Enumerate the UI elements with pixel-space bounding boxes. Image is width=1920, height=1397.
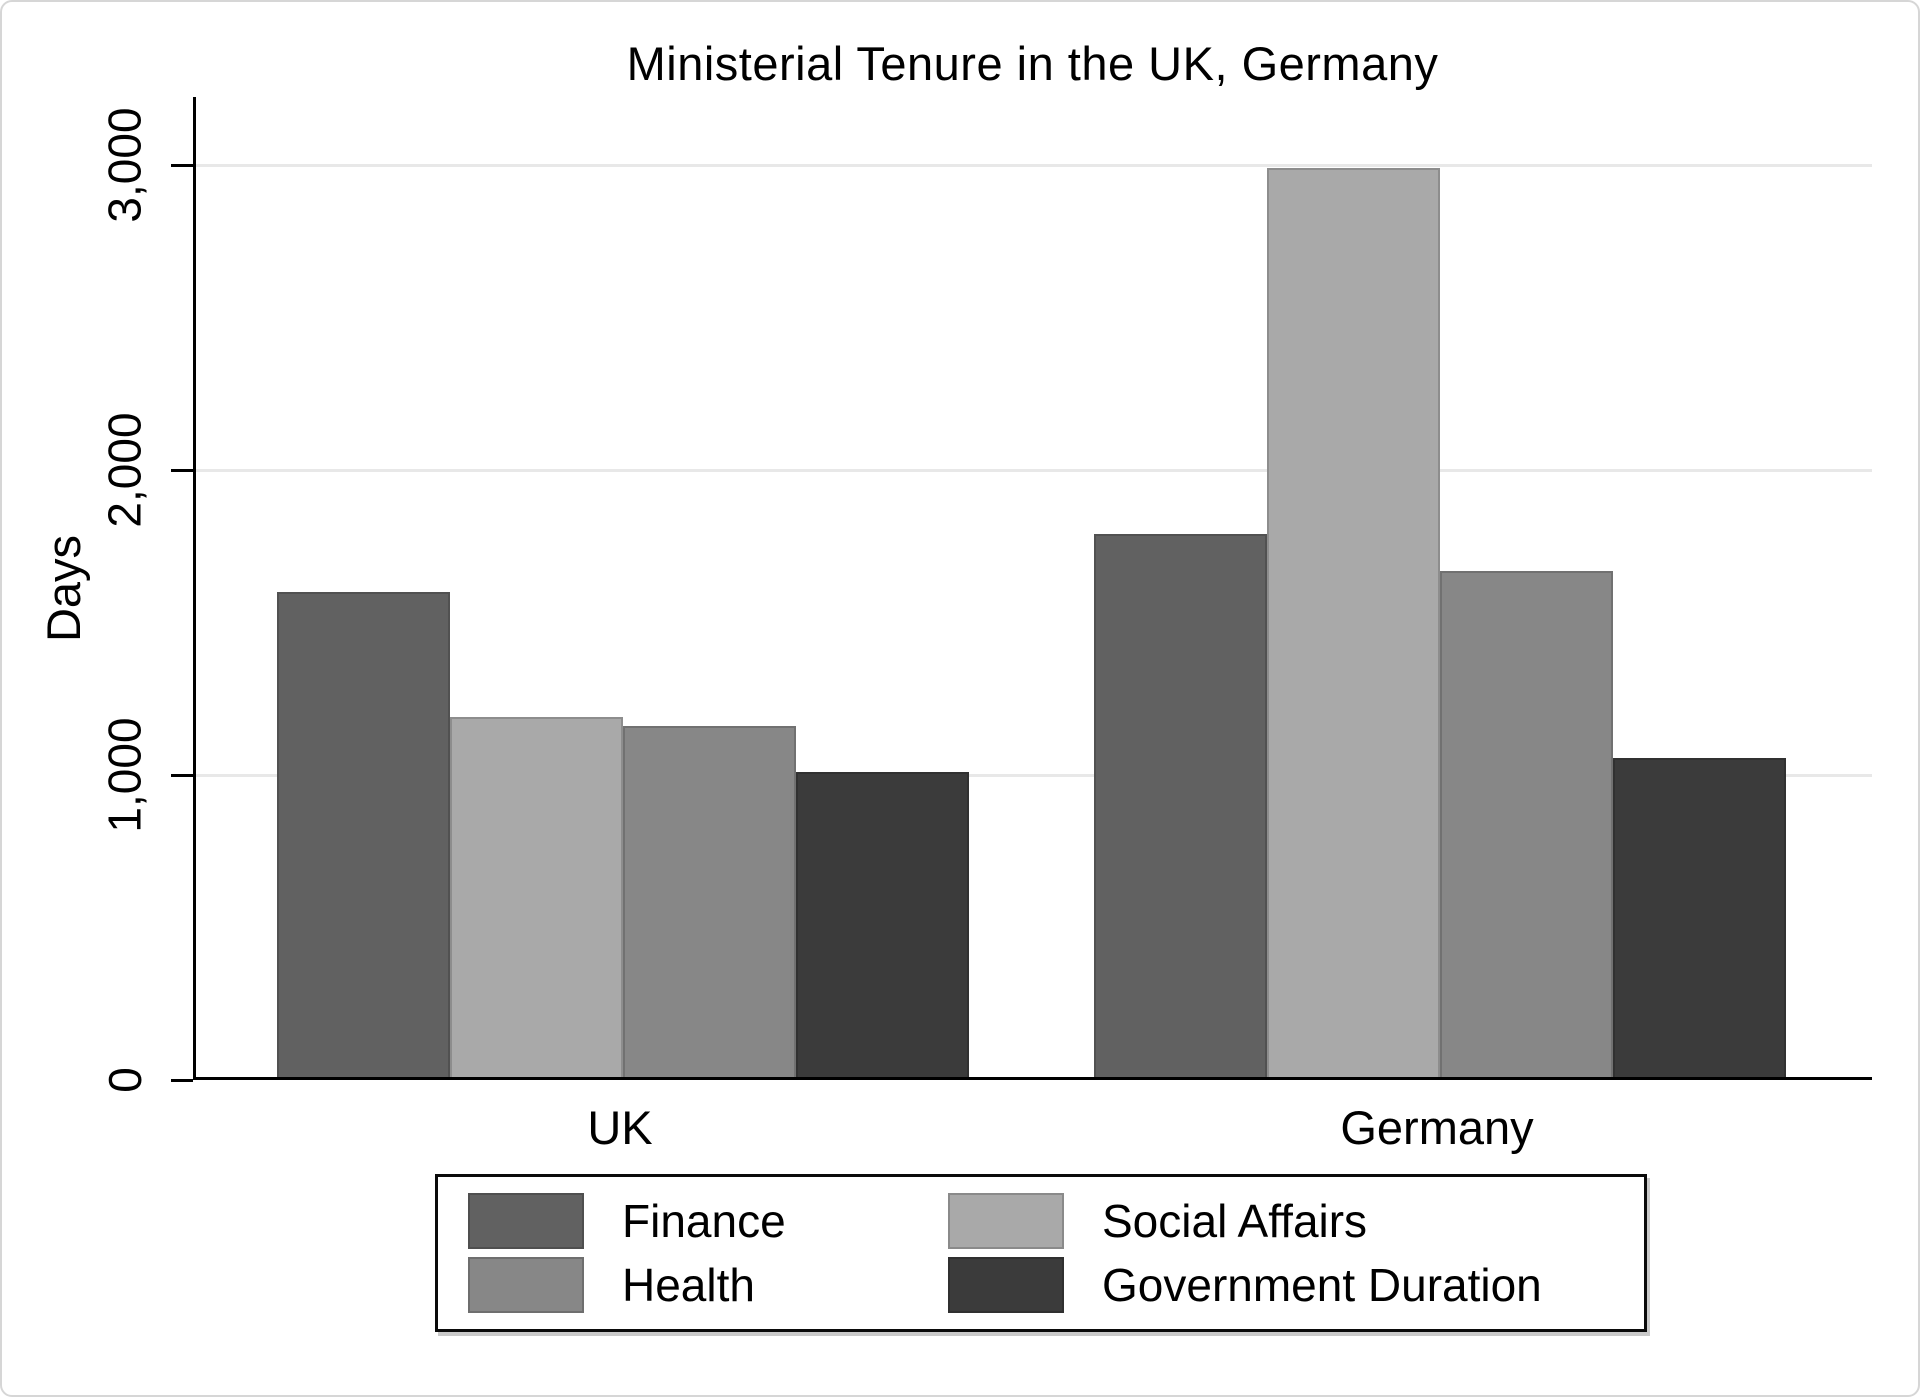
- y-tick-label-0: 0: [99, 1067, 151, 1093]
- x-axis-label-uk: UK: [587, 1101, 653, 1154]
- y-axis-title-wrap: Days: [2, 438, 214, 738]
- legend-swatch-social-affairs: [948, 1193, 1064, 1249]
- x-axis-label-germany: Germany: [1340, 1101, 1534, 1154]
- y-axis-title: Days: [37, 534, 91, 642]
- legend-swatch-government-duration: [948, 1257, 1064, 1313]
- chart-title: Ministerial Tenure in the UK, Germany: [626, 37, 1439, 90]
- legend-item-health: Health: [468, 1257, 948, 1313]
- bar-germany-finance: [1094, 534, 1267, 1077]
- legend-label-health: Health: [622, 1259, 755, 1311]
- gridline-1000: [196, 774, 1872, 777]
- plot-area: 0 1,000 2,000 3,000: [99, 97, 1872, 1093]
- legend-swatch-health: [468, 1257, 584, 1313]
- bar-germany-government-duration: [1613, 758, 1786, 1077]
- y-tick-2000: [171, 469, 193, 472]
- bar-germany-social-affairs: [1267, 168, 1440, 1077]
- legend-item-social-affairs: Social Affairs: [948, 1193, 1634, 1249]
- legend-swatch-finance: [468, 1193, 584, 1249]
- legend-label-social-affairs: Social Affairs: [1102, 1195, 1368, 1247]
- y-tick-label-wrap-0: 0: [2, 930, 275, 1230]
- bar-germany-health: [1440, 571, 1613, 1077]
- y-tick-label-2000: 2,000: [99, 412, 151, 528]
- y-tick-label-3000: 3,000: [99, 107, 151, 223]
- bar-uk-social-affairs: [450, 717, 623, 1077]
- y-tick-0: [171, 1079, 193, 1082]
- y-tick-label-1000: 1,000: [99, 717, 151, 833]
- bar-uk-finance: [277, 592, 450, 1077]
- bar-uk-health: [623, 726, 796, 1077]
- legend-item-finance: Finance: [468, 1193, 948, 1249]
- legend-label-finance: Finance: [622, 1195, 786, 1247]
- y-tick-1000: [171, 774, 193, 777]
- gridline-3000: [196, 164, 1872, 167]
- bar-uk-government-duration: [796, 772, 969, 1077]
- legend: Finance Social Affairs Health Government…: [435, 1174, 1647, 1332]
- y-tick-3000: [171, 164, 193, 167]
- legend-item-government-duration: Government Duration: [948, 1257, 1634, 1313]
- legend-label-government-duration: Government Duration: [1102, 1259, 1542, 1311]
- gridline-2000: [196, 469, 1872, 472]
